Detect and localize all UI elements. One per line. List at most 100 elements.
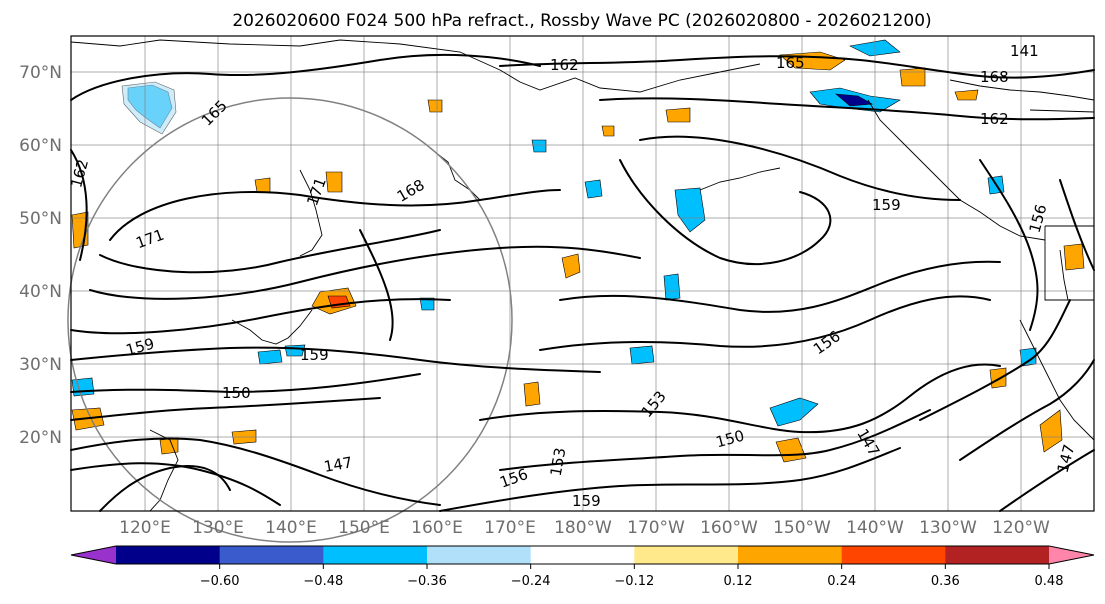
lon-label: 140°W — [846, 518, 904, 538]
contour-line — [919, 299, 1071, 421]
anomaly-blob — [835, 93, 873, 107]
contour-line — [70, 373, 421, 393]
contour-line — [109, 189, 561, 241]
contour-line — [639, 135, 961, 201]
lon-label: 130°W — [919, 518, 977, 538]
colorbar-segment — [530, 546, 635, 564]
latitude-labels: 70°N 60°N 50°N 40°N 30°N 20°N — [19, 63, 62, 448]
contour-line — [70, 437, 441, 506]
contour-label: 168 — [980, 68, 1009, 86]
contour-line — [1059, 179, 1095, 271]
contour-label: 165 — [776, 54, 805, 72]
anomaly-blob — [584, 179, 603, 199]
anomaly-blob — [665, 107, 691, 123]
contour-line — [539, 295, 991, 351]
anomaly-blob — [325, 171, 343, 193]
longitude-labels: 120°E 130°E 140°E 150°E 160°E 170°E 180°… — [119, 518, 1050, 538]
colorbar-segment — [945, 546, 1050, 564]
lat-label: 40°N — [19, 282, 62, 302]
contour-line — [499, 409, 931, 471]
lon-label: 150°W — [773, 518, 831, 538]
colorbar-tick-label: −0.12 — [614, 574, 654, 589]
colorbar: −0.60 −0.48 −0.36 −0.24 −0.12 0.12 0.24 0.36 0.4… — [70, 545, 1095, 589]
contour-line — [70, 346, 601, 373]
contour-line — [70, 149, 88, 261]
contour-line — [99, 465, 231, 512]
anomaly-blob — [159, 437, 179, 455]
contour-line — [359, 229, 394, 341]
colorbar-tick-label: 0.24 — [827, 574, 856, 589]
lat-label: 50°N — [19, 209, 62, 229]
anomaly-blob — [989, 367, 1007, 389]
lat-label: 20°N — [19, 428, 62, 448]
colorbar-segment — [634, 546, 739, 564]
contour-line — [959, 359, 1095, 461]
colorbar-segment — [116, 546, 221, 564]
colorbar-tick-label: −0.48 — [303, 574, 343, 589]
contour-line — [439, 447, 901, 512]
contour-line — [559, 260, 1001, 313]
lon-label: 120°W — [992, 518, 1050, 538]
anomaly-blob — [71, 377, 95, 397]
contour-line — [479, 363, 1001, 434]
contour-label: 162 — [550, 56, 579, 74]
lon-label: 130°E — [192, 518, 244, 538]
anomaly-blob — [1063, 243, 1085, 271]
lon-label: 150°E — [338, 518, 390, 538]
contour-label: 159 — [572, 492, 601, 510]
contour-line — [70, 53, 541, 101]
contour-line — [89, 245, 641, 300]
lon-label: 180°W — [554, 518, 612, 538]
shaded-anomaly-layer — [71, 39, 1085, 463]
contour-line — [979, 159, 1039, 331]
colorbar-extend-high — [1049, 546, 1094, 564]
colorbar-tick-label: −0.60 — [200, 574, 240, 589]
contour-line — [619, 159, 832, 266]
lon-label: 170°W — [627, 518, 685, 538]
colorbar-tick-label: 0.12 — [724, 574, 753, 589]
anomaly-blob — [419, 297, 435, 311]
contour-label: 150 — [222, 384, 251, 402]
colorbar-segment — [219, 546, 324, 564]
colorbar-segment — [738, 546, 843, 564]
contour-line — [499, 55, 1095, 79]
colorbar-segment — [323, 546, 428, 564]
lon-label: 160°E — [411, 518, 463, 538]
colorbar-outline — [70, 545, 1095, 565]
lat-label: 30°N — [19, 355, 62, 375]
anomaly-blob — [769, 397, 819, 427]
anomaly-blob — [954, 89, 979, 101]
anomaly-blob — [629, 345, 655, 365]
contour-line — [70, 397, 381, 421]
lon-label: 160°W — [700, 518, 758, 538]
height-contours — [70, 53, 1095, 512]
domain-circle — [67, 97, 513, 543]
colorbar-tick-label: −0.36 — [407, 574, 447, 589]
colorbar-segment — [427, 546, 532, 564]
contour-label: 159 — [872, 196, 901, 214]
anomaly-blob — [531, 139, 547, 153]
anomaly-blob — [899, 67, 926, 87]
colorbar-tick-label: −0.24 — [511, 574, 551, 589]
colorbar-tick-label: 0.36 — [931, 574, 960, 589]
lat-label: 70°N — [19, 63, 62, 83]
contour-line — [99, 229, 441, 274]
graticule — [71, 36, 1094, 511]
anomaly-blob — [121, 81, 177, 135]
anomaly-blob — [254, 177, 271, 193]
figure-title: 2026020600 F024 500 hPa refract., Rossby… — [232, 11, 931, 31]
lon-label: 140°E — [265, 518, 317, 538]
contour-label: 162 — [980, 110, 1009, 128]
colorbar-extend-low — [71, 546, 116, 564]
anomaly-blob — [601, 125, 615, 137]
anomaly-blob — [257, 349, 283, 365]
anomaly-blob — [674, 187, 706, 233]
contour-label: 147 — [322, 453, 353, 476]
colorbar-tick-label: 0.48 — [1035, 574, 1064, 589]
colorbar-segment — [841, 546, 946, 564]
anomaly-blob — [1039, 409, 1063, 453]
contour-label: 159 — [300, 346, 329, 364]
map-panel: 162 165 171 168 159 150 147 162 159 156 … — [67, 35, 1095, 543]
contour-line — [70, 298, 451, 335]
